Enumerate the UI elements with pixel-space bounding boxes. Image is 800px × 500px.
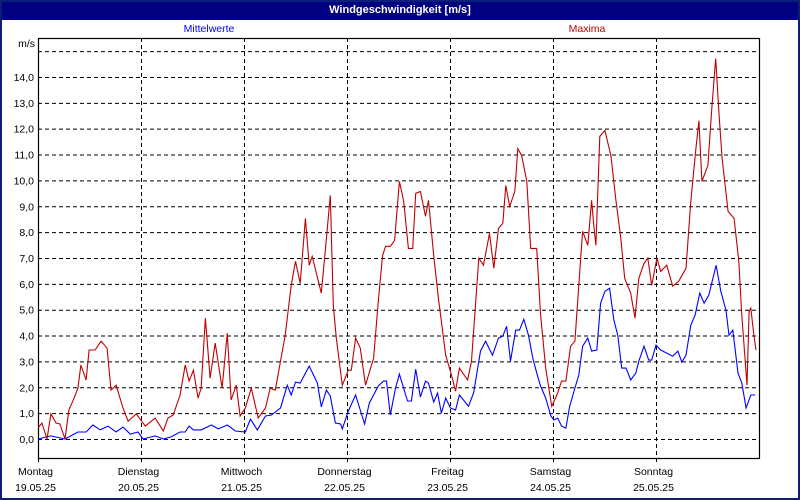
x-tick-date: 23.05.25: [427, 482, 468, 494]
y-tick-label: 12,0: [14, 124, 35, 136]
y-tick-label: 11,0: [14, 150, 34, 162]
x-tick-weekday: Montag: [18, 466, 53, 478]
x-tick-date: 22.05.25: [324, 482, 365, 494]
legend-maxima: Maxima: [569, 23, 606, 35]
y-tick-label: 4,0: [19, 331, 34, 343]
series-lines: [37, 58, 757, 440]
y-tick-label: 3,0: [19, 356, 34, 368]
legend-mittelwerte: Mittelwerte: [184, 23, 235, 35]
y-tick-label: 10,0: [14, 175, 35, 187]
y-tick-label: 8,0: [19, 227, 34, 239]
y-tick-label: 13,0: [14, 98, 35, 110]
x-tick-date: 20.05.25: [118, 482, 159, 494]
x-tick-weekday: Sonntag: [634, 466, 673, 478]
y-axis-ticks: 0,0 1,0 2,0 3,0 4,0 5,0 6,0 7,0 8,0 9,0 10,0 11,0 12…: [14, 72, 35, 446]
x-tick-weekday: Dienstag: [118, 466, 160, 478]
x-tick-date: 25.05.25: [633, 482, 674, 494]
y-tick-label: 2,0: [19, 382, 34, 394]
y-axis-unit: m/s: [18, 38, 35, 50]
plot-border: [37, 37, 761, 460]
y-tick-label: 1,0: [19, 408, 34, 420]
x-tick-weekday: Freitag: [431, 466, 464, 478]
series-line-maxima: [37, 58, 757, 440]
y-tick-label: 0,0: [19, 434, 34, 446]
x-axis-ticks: Montag 19.05.25 Dienstag 20.05.25 Mittwoch 21…: [15, 458, 674, 494]
series-line-mittelwerte: [37, 265, 756, 440]
x-tick-date: 19.05.25: [15, 482, 56, 494]
x-tick-date: 21.05.25: [221, 482, 262, 494]
y-tick-label: 9,0: [19, 201, 34, 213]
window-title: Windgeschwindigkeit [m/s]: [2, 2, 798, 20]
y-tick-label: 6,0: [19, 279, 34, 291]
x-tick-weekday: Samstag: [530, 466, 572, 478]
x-tick-date: 24.05.25: [530, 482, 571, 494]
y-tick-label: 7,0: [19, 253, 34, 265]
x-tick-weekday: Donnerstag: [317, 466, 371, 478]
y-tick-label: 5,0: [19, 305, 34, 317]
y-tick-label: 14,0: [14, 72, 35, 84]
grid: [38, 38, 759, 458]
plot-frame: [37, 37, 761, 460]
x-tick-weekday: Mittwoch: [221, 466, 263, 478]
